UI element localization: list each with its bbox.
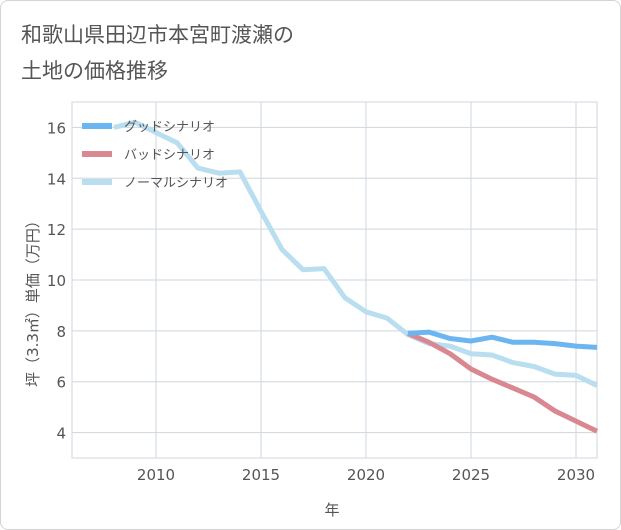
x-tick-label: 2025 [452,466,490,484]
y-tick-label: 6 [56,374,66,392]
y-tick-label: 14 [47,170,66,188]
legend-label: バッドシナリオ [124,148,215,163]
series-line-1 [407,329,598,350]
y-tick-label: 10 [47,272,66,290]
legend-label: ノーマルシナリオ [124,176,228,191]
x-tick-label: 2020 [347,466,385,484]
y-tick-label: 4 [56,425,66,443]
y-tick-label: 12 [47,221,66,239]
y-tick-label: 16 [47,119,66,137]
legend-label: グッドシナリオ [124,120,215,135]
chart-title: 和歌山県田辺市本宮町渡瀬の 土地の価格推移 [21,17,294,89]
x-tick-label: 2010 [137,466,175,484]
series-lines [113,119,599,434]
x-tick-label: 2030 [557,466,595,484]
chart-title-line-1: 和歌山県田辺市本宮町渡瀬の [21,23,294,47]
y-axis-ticks: 4 6 8 10 12 14 16 [47,119,66,442]
y-axis-label: 坪（3.3㎡）単価（万円） [24,213,42,387]
chart-title-line-2: 土地の価格推移 [21,59,168,83]
series-line-3 [113,119,599,388]
x-tick-label: 2015 [242,466,280,484]
grid [71,101,598,459]
series-line-2 [407,331,599,434]
x-axis-ticks: 2010 2015 2020 2025 2030 [137,466,595,484]
x-axis-label: 年 [324,501,339,519]
y-tick-label: 8 [56,323,66,341]
